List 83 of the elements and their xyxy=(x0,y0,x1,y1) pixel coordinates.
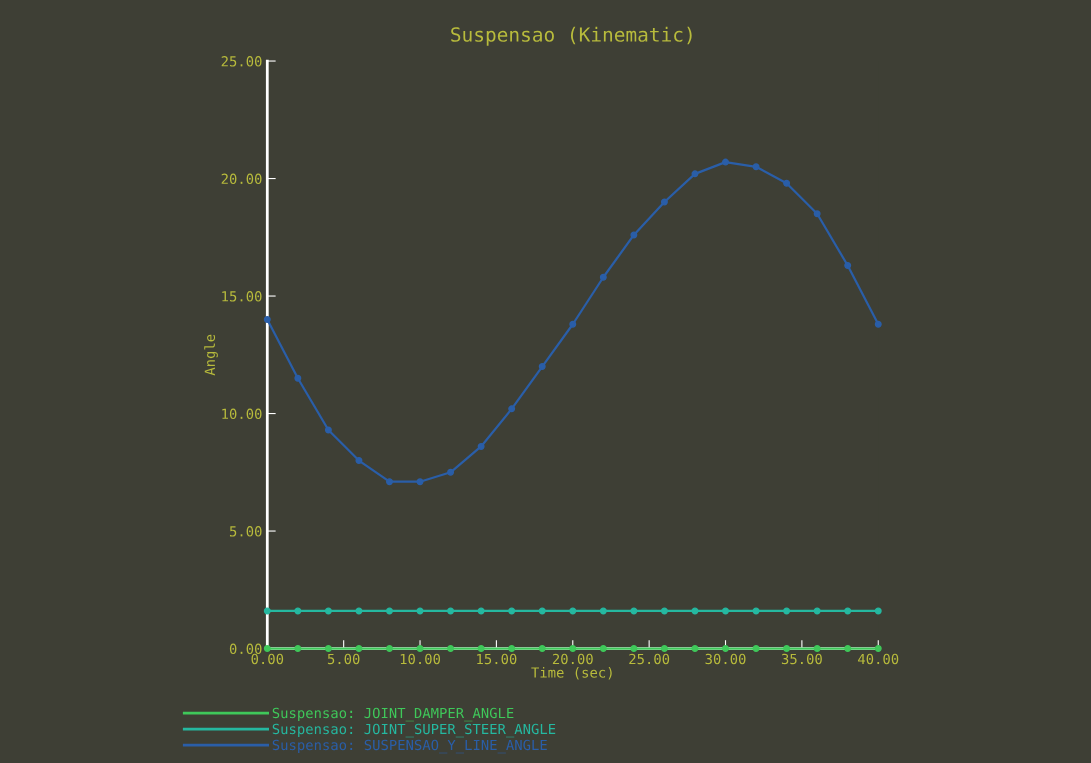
point xyxy=(477,442,485,450)
x-tick-label: 20.00 xyxy=(552,653,593,665)
point xyxy=(569,320,577,328)
point xyxy=(722,607,729,615)
y-tick-label: 5.00 xyxy=(229,526,262,537)
point xyxy=(508,645,516,653)
x-tick-label: 30.00 xyxy=(705,653,746,665)
point xyxy=(660,607,668,615)
point xyxy=(538,607,546,615)
point xyxy=(752,607,760,615)
y-tick-label: 10.00 xyxy=(222,408,262,420)
point xyxy=(477,607,485,615)
text: Suspensao: JOINT_SUPER_STEER_ANGLE xyxy=(272,723,556,738)
point xyxy=(294,645,302,653)
point xyxy=(416,478,424,486)
point xyxy=(783,645,791,653)
y-axis-title: Angle xyxy=(204,334,218,376)
text: Suspensao: SUSPENSAO_Y_LINE_ANGLE xyxy=(272,739,547,754)
point xyxy=(722,158,729,166)
point xyxy=(569,645,577,653)
point xyxy=(752,163,760,171)
point xyxy=(324,426,332,434)
point xyxy=(538,363,546,371)
point xyxy=(660,198,668,206)
point xyxy=(447,468,455,476)
y-tick-label: 0.00 xyxy=(229,643,262,655)
point xyxy=(599,273,607,281)
point xyxy=(874,645,882,653)
chart-title: Suspensao (Kinematic) xyxy=(451,26,692,46)
point xyxy=(630,645,638,653)
point xyxy=(691,170,699,178)
point xyxy=(386,645,393,653)
x-tick-label: 15.00 xyxy=(477,653,517,665)
point xyxy=(783,607,791,615)
point xyxy=(538,645,546,653)
point xyxy=(813,607,821,615)
point xyxy=(874,607,882,615)
point xyxy=(508,405,516,413)
point xyxy=(416,645,424,653)
x-tick-label: 5.00 xyxy=(327,653,360,665)
point xyxy=(569,607,577,615)
point xyxy=(263,645,271,653)
x-tick-label: 35.00 xyxy=(781,653,822,665)
point xyxy=(477,645,485,653)
point xyxy=(294,374,302,382)
point xyxy=(355,645,363,653)
point xyxy=(447,607,455,615)
point xyxy=(599,607,607,615)
point xyxy=(447,645,455,653)
point xyxy=(874,320,882,328)
y-tick-label: 15.00 xyxy=(222,291,262,302)
point xyxy=(386,478,393,486)
x-axis-title: Time (sec) xyxy=(531,667,612,680)
point xyxy=(386,607,393,615)
point xyxy=(813,210,821,218)
point xyxy=(844,607,852,615)
text: Suspensao: JOINT_DAMPER_ANGLE xyxy=(272,707,514,722)
point xyxy=(599,645,607,653)
point xyxy=(324,645,332,653)
point xyxy=(691,607,699,615)
point xyxy=(691,645,699,653)
point xyxy=(783,179,791,187)
point xyxy=(660,645,668,653)
point xyxy=(813,645,821,653)
point xyxy=(324,607,332,615)
point xyxy=(722,645,729,653)
point xyxy=(263,607,271,615)
point xyxy=(355,457,363,465)
y-tick-label: 25.00 xyxy=(221,56,262,67)
point xyxy=(630,607,638,615)
y-tick-label: 20.00 xyxy=(221,173,262,185)
point xyxy=(355,607,363,615)
x-tick-label: 0.00 xyxy=(251,653,284,665)
x-tick-label: 25.00 xyxy=(629,653,670,665)
point xyxy=(752,645,760,653)
point xyxy=(508,607,516,615)
point xyxy=(630,231,638,239)
point xyxy=(263,316,271,324)
point xyxy=(294,607,302,615)
point xyxy=(844,262,852,269)
point xyxy=(844,645,852,653)
x-tick-label: 10.00 xyxy=(400,653,441,665)
x-tick-label: 40.00 xyxy=(858,653,899,665)
